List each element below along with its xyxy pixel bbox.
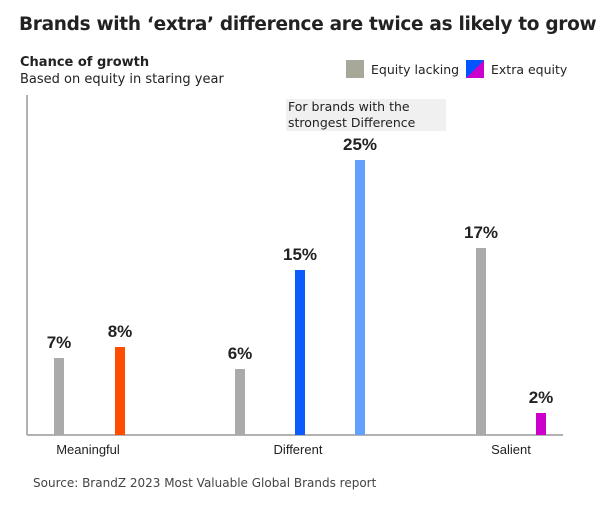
x-tick-label: Different: [274, 442, 323, 457]
chart-title: Brands with ‘extra’ difference are twice…: [19, 14, 597, 35]
source-note: Source: BrandZ 2023 Most Valuable Global…: [33, 476, 377, 490]
chart-subtitle-2: Based on equity in staring year: [20, 72, 224, 87]
data-label: 15%: [283, 245, 317, 264]
data-label: 6%: [228, 344, 253, 363]
bar: [54, 358, 64, 435]
data-label: 8%: [108, 322, 133, 341]
legend-item-equity-lacking: Equity lacking: [346, 60, 459, 78]
x-tick-label: Meaningful: [56, 442, 120, 457]
data-label: 7%: [47, 333, 72, 352]
legend-swatch-extra-equity: [466, 60, 484, 78]
data-label: 25%: [343, 135, 377, 154]
bar: [355, 160, 365, 435]
bar: [476, 248, 486, 435]
data-label: 17%: [464, 223, 498, 242]
bar: [295, 270, 305, 435]
bar: [536, 413, 546, 435]
legend-swatch-equity-lacking: [346, 60, 364, 78]
annotation: For brands with the strongest Difference: [286, 99, 446, 131]
bar: [235, 369, 245, 435]
chart-subtitle: Chance of growth: [20, 55, 150, 70]
x-tick-label: Salient: [491, 442, 531, 457]
legend-item-extra-equity: Extra equity: [466, 60, 567, 78]
bar: [115, 347, 125, 435]
legend-label: Equity lacking: [371, 61, 460, 77]
data-label: 2%: [529, 388, 554, 407]
legend-label: Extra equity: [491, 61, 568, 77]
